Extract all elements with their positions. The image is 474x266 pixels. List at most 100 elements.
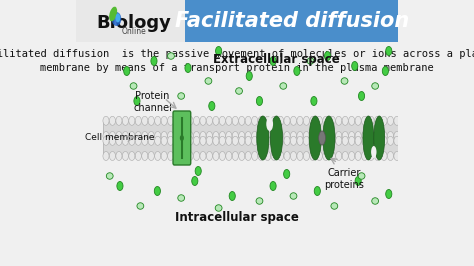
Circle shape [187, 131, 193, 140]
Circle shape [148, 131, 155, 140]
Circle shape [271, 152, 277, 160]
Circle shape [394, 152, 400, 160]
Circle shape [329, 116, 335, 125]
Circle shape [277, 116, 283, 125]
Circle shape [381, 152, 387, 160]
Ellipse shape [307, 58, 314, 64]
Circle shape [336, 131, 342, 140]
Polygon shape [181, 0, 398, 42]
Circle shape [258, 136, 264, 145]
Circle shape [232, 116, 238, 125]
Circle shape [264, 131, 271, 140]
Circle shape [368, 116, 374, 125]
Circle shape [129, 136, 135, 145]
Circle shape [180, 135, 184, 141]
Circle shape [219, 131, 226, 140]
Circle shape [116, 152, 122, 160]
Circle shape [252, 116, 258, 125]
Circle shape [284, 131, 290, 140]
Circle shape [355, 152, 361, 160]
Ellipse shape [319, 131, 326, 145]
Circle shape [374, 152, 381, 160]
Circle shape [374, 131, 381, 140]
Circle shape [336, 116, 342, 125]
Circle shape [174, 152, 180, 160]
Circle shape [245, 152, 251, 160]
Circle shape [187, 136, 193, 145]
Circle shape [155, 136, 161, 145]
Circle shape [348, 116, 355, 125]
Circle shape [226, 136, 232, 145]
Circle shape [181, 136, 187, 145]
Circle shape [181, 131, 187, 140]
Circle shape [303, 131, 310, 140]
Circle shape [311, 97, 317, 106]
Circle shape [200, 152, 206, 160]
Circle shape [297, 152, 303, 160]
Circle shape [174, 131, 180, 140]
Ellipse shape [372, 83, 379, 89]
Circle shape [213, 152, 219, 160]
Circle shape [323, 136, 329, 145]
Ellipse shape [358, 173, 365, 179]
Circle shape [226, 116, 232, 125]
Circle shape [122, 131, 128, 140]
Circle shape [213, 116, 219, 125]
Circle shape [151, 56, 157, 65]
Ellipse shape [371, 146, 376, 158]
Circle shape [387, 136, 393, 145]
Circle shape [284, 136, 290, 145]
Circle shape [258, 152, 264, 160]
Circle shape [200, 136, 206, 145]
Circle shape [109, 116, 116, 125]
Circle shape [161, 152, 167, 160]
Circle shape [161, 116, 167, 125]
Circle shape [271, 116, 277, 125]
Circle shape [187, 116, 193, 125]
Circle shape [103, 152, 109, 160]
Ellipse shape [372, 198, 379, 204]
Circle shape [277, 136, 283, 145]
Ellipse shape [374, 116, 385, 160]
Circle shape [116, 136, 122, 145]
Circle shape [291, 131, 297, 140]
Ellipse shape [178, 93, 184, 99]
Circle shape [348, 136, 355, 145]
Circle shape [342, 152, 348, 160]
Circle shape [168, 152, 173, 160]
Circle shape [200, 116, 206, 125]
Circle shape [387, 116, 393, 125]
Text: Facilitated diffusion: Facilitated diffusion [175, 11, 409, 31]
Ellipse shape [257, 116, 269, 160]
Circle shape [252, 152, 258, 160]
Circle shape [362, 152, 368, 160]
Ellipse shape [290, 193, 297, 199]
Circle shape [206, 116, 212, 125]
Circle shape [329, 152, 335, 160]
Ellipse shape [280, 83, 287, 89]
Circle shape [271, 131, 277, 140]
FancyBboxPatch shape [173, 111, 191, 165]
Circle shape [323, 131, 329, 140]
Circle shape [232, 136, 238, 145]
Ellipse shape [205, 78, 212, 84]
Ellipse shape [270, 116, 283, 160]
Circle shape [325, 52, 330, 60]
Circle shape [109, 131, 116, 140]
Circle shape [181, 116, 187, 125]
Circle shape [368, 136, 374, 145]
Circle shape [193, 136, 200, 145]
Text: Extracellular space: Extracellular space [213, 53, 340, 66]
Ellipse shape [130, 83, 137, 89]
Circle shape [148, 152, 155, 160]
Circle shape [185, 64, 191, 73]
Text: Protein
channel: Protein channel [133, 91, 172, 113]
Circle shape [284, 116, 290, 125]
Circle shape [193, 116, 200, 125]
Circle shape [135, 116, 141, 125]
Circle shape [168, 136, 173, 145]
FancyBboxPatch shape [184, 0, 398, 42]
Circle shape [381, 116, 387, 125]
Circle shape [232, 152, 238, 160]
Circle shape [303, 136, 310, 145]
